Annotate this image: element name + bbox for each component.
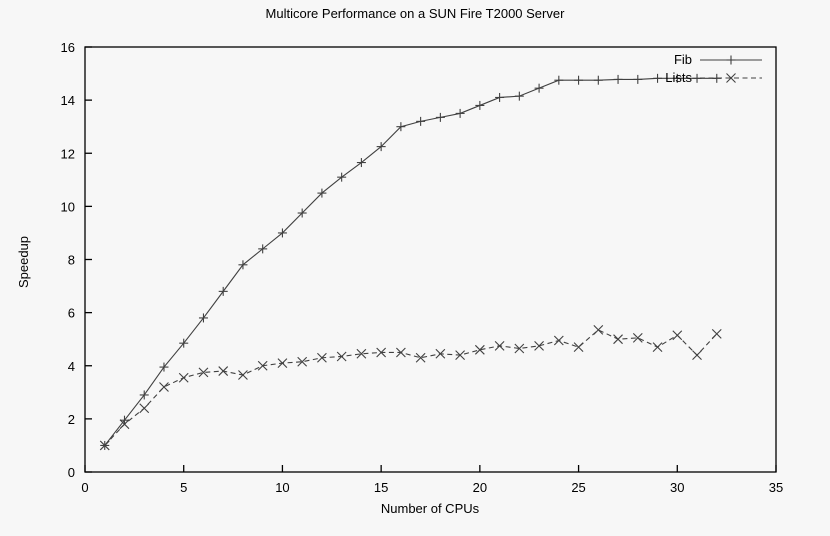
x-marker-icon [632,332,643,343]
x-marker-icon [672,330,683,341]
x-marker-icon [474,344,485,355]
plus-marker-icon [726,55,736,65]
plus-marker-icon [396,122,406,132]
plus-marker-icon [416,116,426,126]
x-marker-icon [99,440,110,451]
x-tick-label: 20 [473,480,487,495]
x-marker-icon [415,352,426,363]
plus-marker-icon [317,188,327,198]
y-tick-label: 8 [68,253,75,268]
plus-marker-icon [218,286,228,296]
x-marker-icon [726,73,736,83]
data-series-group [99,73,722,451]
plus-marker-icon [277,228,287,238]
series-lists [99,325,722,451]
plus-marker-icon [139,390,149,400]
x-axis-ticks: 0 5 10 15 20 25 30 35 [81,465,783,495]
plus-marker-icon [258,244,268,254]
x-tick-label: 10 [275,480,289,495]
plus-marker-icon [534,83,544,93]
x-marker-icon [395,347,406,358]
y-tick-label: 6 [68,306,75,321]
series-line [104,77,717,446]
x-marker-icon [376,347,387,358]
chart-legend: Fib Lists [665,52,762,85]
x-marker-icon [159,382,169,392]
x-marker-icon [317,352,327,363]
x-marker-icon [356,348,367,359]
plus-marker-icon [238,260,248,270]
x-marker-icon [593,325,604,335]
plus-marker-icon [159,362,169,372]
x-marker-icon [613,334,623,345]
x-axis-label: Number of CPUs [381,501,480,516]
plus-marker-icon [376,142,386,152]
x-marker-icon [652,342,663,353]
plus-marker-icon [297,208,307,218]
x-marker-icon [553,335,564,346]
x-marker-icon [711,328,722,339]
x-marker-icon [218,366,229,376]
plus-marker-icon [633,74,643,84]
plus-marker-icon [198,313,208,323]
x-marker-icon [119,419,130,430]
x-marker-icon [514,343,525,354]
legend-label-lists: Lists [665,70,692,85]
plus-marker-icon [119,415,129,425]
plus-marker-icon [613,74,623,84]
x-marker-icon [494,340,505,351]
x-tick-label: 30 [670,480,684,495]
plus-marker-icon [574,75,584,85]
plus-marker-icon [554,75,564,85]
x-tick-label: 5 [180,480,187,495]
plus-marker-icon [495,92,505,102]
y-tick-label: 10 [61,199,75,214]
x-marker-icon [178,372,189,383]
x-tick-label: 25 [571,480,585,495]
plus-marker-icon [593,75,603,85]
series-line [104,329,718,446]
x-marker-icon [692,350,702,361]
y-tick-label: 2 [68,412,75,427]
x-marker-icon [198,367,209,378]
plus-marker-icon [435,112,445,122]
y-tick-label: 14 [61,93,75,108]
x-marker-icon [277,358,288,368]
x-marker-icon [257,360,268,371]
plus-marker-icon [514,91,524,101]
chart-title: Multicore Performance on a SUN Fire T200… [266,6,566,21]
y-tick-label: 16 [61,40,75,55]
y-tick-label: 4 [68,359,75,374]
y-tick-label: 12 [61,146,75,161]
plus-marker-icon [475,100,485,110]
y-axis-label: Speedup [16,236,31,288]
plus-marker-icon [672,73,682,83]
plus-marker-icon [337,172,347,182]
x-tick-label: 35 [769,480,783,495]
x-tick-label: 15 [374,480,388,495]
plot-frame [84,46,777,473]
x-tick-label: 0 [81,480,88,495]
plus-marker-icon [356,158,366,168]
y-axis-ticks: 0 2 4 6 8 10 12 14 16 [61,40,92,480]
x-marker-icon [534,340,544,351]
legend-label-fib: Fib [674,52,692,67]
plus-marker-icon [179,338,189,348]
x-marker-icon [435,348,446,359]
series-fib [100,73,722,450]
x-marker-icon [336,351,347,362]
y-tick-label: 0 [68,465,75,480]
plus-marker-icon [455,108,465,118]
x-marker-icon [297,356,308,367]
plus-marker-icon [653,73,663,83]
x-marker-icon [573,342,584,353]
x-marker-icon [139,403,150,414]
x-marker-icon [455,350,466,361]
x-marker-icon [238,370,248,380]
